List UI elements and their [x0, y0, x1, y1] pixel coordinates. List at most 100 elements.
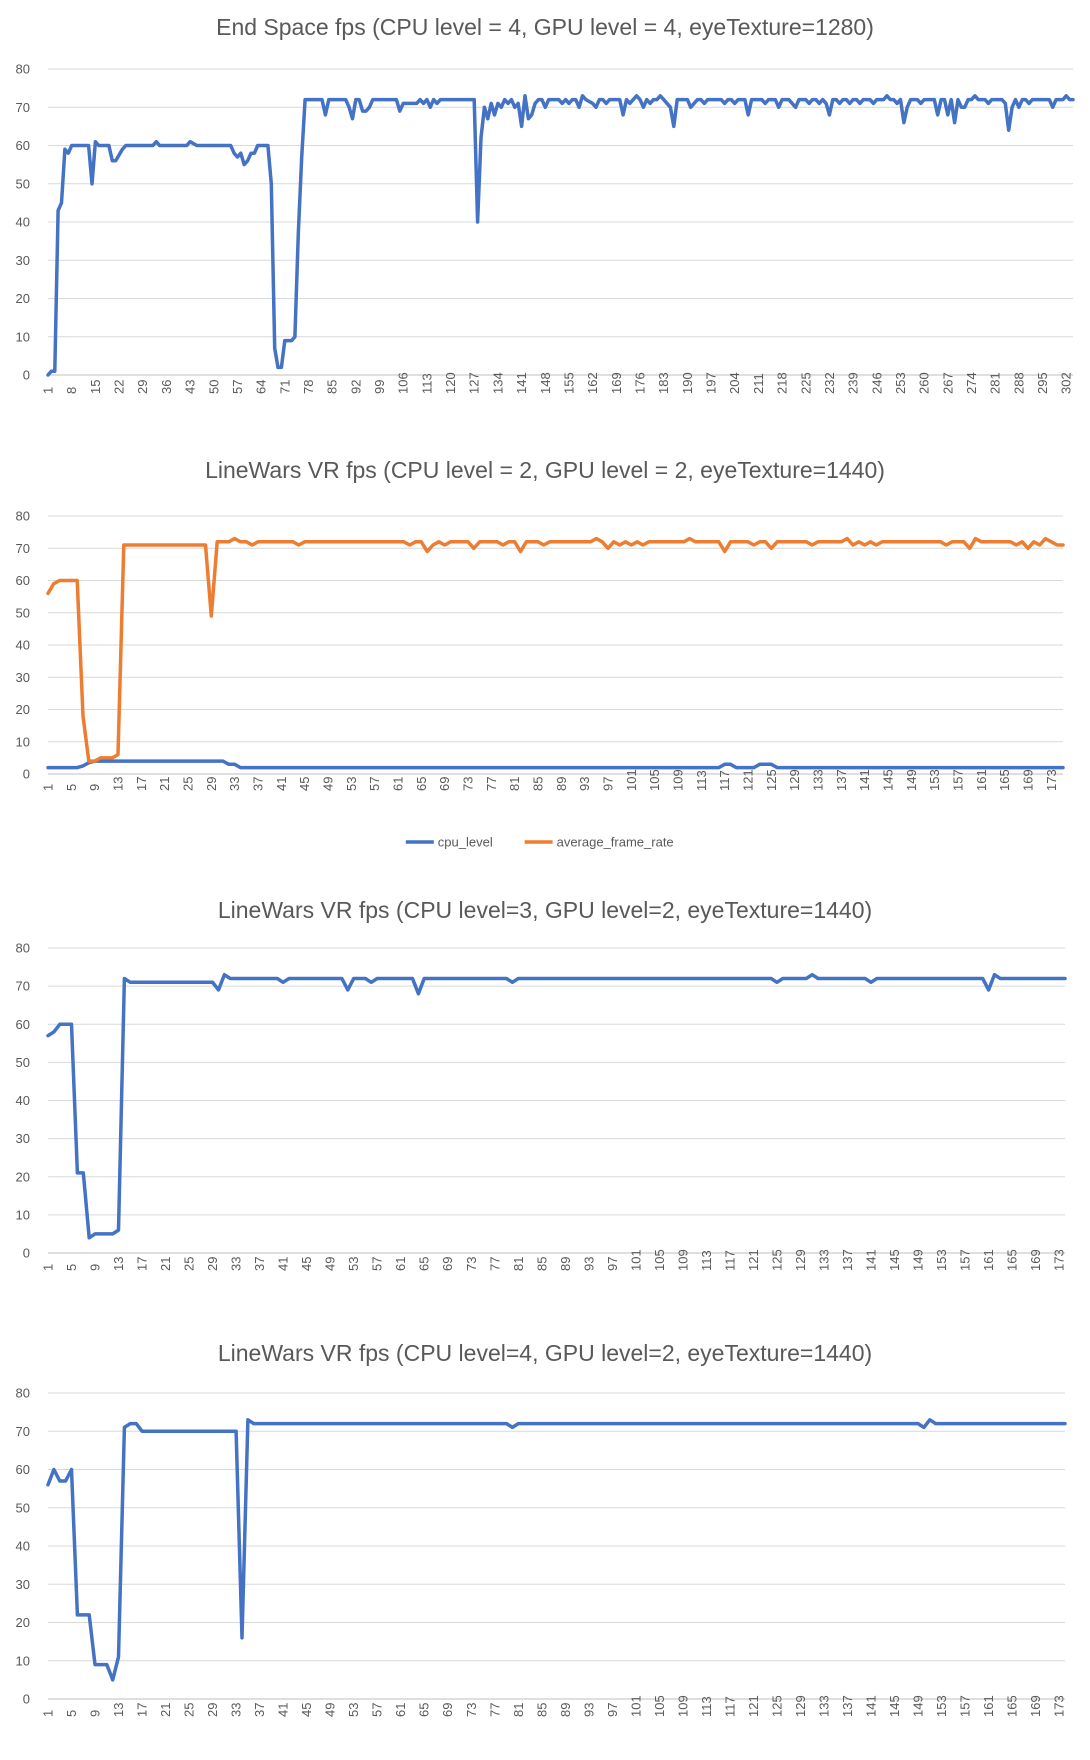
- x-tick-label: 120: [443, 372, 458, 394]
- y-tick-label: 60: [16, 1462, 30, 1477]
- x-tick-label: 173: [1052, 1249, 1067, 1271]
- x-tick-label: 37: [251, 777, 266, 791]
- x-tick-label: 99: [372, 380, 387, 394]
- x-tick-label: 113: [699, 1696, 714, 1717]
- x-tick-label: 183: [656, 372, 671, 394]
- x-tick-label: 218: [775, 372, 790, 394]
- x-tick-label: 1: [41, 1710, 56, 1717]
- chart-title: End Space fps (CPU level = 4, GPU level …: [216, 14, 874, 40]
- y-tick-label: 60: [16, 573, 30, 588]
- x-tick-label: 85: [534, 1703, 549, 1717]
- series-line: [46, 972, 1067, 1240]
- y-tick-label: 60: [16, 1017, 30, 1032]
- x-tick-label: 153: [927, 769, 942, 791]
- x-tick-label: 260: [917, 372, 932, 394]
- x-tick-label: 17: [135, 1703, 150, 1717]
- y-tick-label: 50: [16, 176, 30, 191]
- x-tick-label: 29: [205, 1703, 220, 1717]
- x-tick-label: 190: [680, 372, 695, 394]
- x-tick-label: 155: [561, 372, 576, 394]
- x-tick-label: 101: [624, 769, 639, 791]
- x-tick-label: 232: [822, 372, 837, 394]
- x-tick-label: 129: [793, 1249, 808, 1271]
- x-tick-label: 29: [205, 1257, 220, 1271]
- x-tick-label: 21: [157, 777, 172, 791]
- legend-label: cpu_level: [438, 835, 493, 850]
- x-tick-label: 145: [887, 1695, 902, 1717]
- x-tick-label: 253: [893, 372, 908, 394]
- x-tick-label: 45: [299, 1257, 314, 1271]
- line-chart-1: 0 10 20 30 40 50 60 70 80 1 8 15 22 29 36 43 50 57 64 71 78 8…: [16, 62, 1075, 394]
- x-tick-label: 45: [299, 1703, 314, 1717]
- y-tick-label: 50: [16, 1055, 30, 1070]
- x-tick-label: 29: [204, 777, 219, 791]
- x-tick-label: 165: [1005, 1249, 1020, 1271]
- x-tick-label: 29: [135, 380, 150, 394]
- x-tick-label: 109: [671, 769, 686, 791]
- y-tick-label: 30: [16, 1131, 30, 1146]
- x-tick-label: 197: [704, 372, 719, 394]
- x-tick-label: 105: [652, 1249, 667, 1271]
- x-tick-label: 302: [1059, 372, 1074, 394]
- x-tick-label: 5: [64, 1710, 79, 1717]
- x-tick-label: 157: [958, 1695, 973, 1717]
- x-tick-label: 157: [951, 769, 966, 791]
- y-tick-label: 70: [16, 1424, 30, 1439]
- x-tick-label: 176: [632, 372, 647, 394]
- x-tick-label: 9: [88, 1264, 103, 1271]
- y-tick-label: 20: [16, 1615, 30, 1630]
- x-tick-label: 101: [628, 1695, 643, 1717]
- line-chart-3: 0 10 20 30 40 50 60 70 80 1 5 9 13 17 21 25 29 33 37 41 45 49…: [16, 941, 1067, 1271]
- chart-panel-3: LineWars VR fps (CPU level=3, GPU level=…: [0, 885, 1090, 1315]
- x-tick-label: 129: [787, 769, 802, 791]
- x-tick-label: 153: [934, 1249, 949, 1271]
- x-tick-label: 239: [846, 372, 861, 394]
- x-tick-label: 53: [344, 777, 359, 791]
- x-tick-label: 274: [964, 372, 979, 394]
- x-tick-label: 81: [507, 777, 522, 791]
- x-tick-label: 129: [793, 1695, 808, 1717]
- x-tick-label: 117: [722, 1696, 737, 1717]
- x-tick-label: 109: [675, 1695, 690, 1717]
- x-tick-label: 65: [414, 777, 429, 791]
- x-tick-label: 149: [911, 1249, 926, 1271]
- x-tick-label: 57: [370, 1703, 385, 1717]
- x-tick-label: 288: [1011, 372, 1026, 394]
- y-tick-label: 40: [16, 638, 30, 653]
- y-tick-label: 0: [23, 368, 30, 383]
- x-tick-label: 133: [816, 1249, 831, 1271]
- x-tick-label: 73: [461, 777, 476, 791]
- x-tick-label: 141: [857, 769, 872, 791]
- x-tick-label: 77: [487, 1703, 502, 1717]
- x-tick-label: 295: [1035, 372, 1050, 394]
- x-tick-label: 49: [321, 777, 336, 791]
- y-tick-label: 60: [16, 138, 30, 153]
- x-tick-label: 71: [277, 380, 292, 394]
- x-tick-label: 106: [396, 372, 411, 394]
- y-tick-label: 50: [16, 1500, 30, 1515]
- x-tick-label: 97: [605, 1703, 620, 1717]
- x-tick-label: 246: [869, 372, 884, 394]
- x-tick-label: 113: [694, 770, 709, 791]
- x-tick-label: 125: [764, 769, 779, 791]
- x-tick-label: 157: [958, 1249, 973, 1271]
- x-tick-label: 57: [230, 380, 245, 394]
- x-tick-label: 141: [864, 1695, 879, 1717]
- x-tick-label: 93: [581, 1257, 596, 1271]
- x-tick-label: 169: [1021, 769, 1036, 791]
- x-tick-label: 85: [325, 380, 340, 394]
- x-tick-label: 169: [1028, 1249, 1043, 1271]
- chart-title: LineWars VR fps (CPU level=4, GPU level=…: [217, 1340, 873, 1366]
- x-tick-label: 17: [134, 777, 149, 791]
- x-tick-label: 127: [467, 372, 482, 394]
- series-line: [46, 94, 1075, 377]
- x-tick-label: 77: [487, 1257, 502, 1271]
- series-line-cpu-level: [46, 759, 1065, 770]
- x-tick-label: 165: [1005, 1695, 1020, 1717]
- x-tick-label: 133: [811, 769, 826, 791]
- x-tick-label: 105: [652, 1695, 667, 1717]
- x-tick-label: 22: [112, 380, 127, 394]
- x-tick-label: 61: [393, 1703, 408, 1717]
- x-tick-label: 41: [276, 1257, 291, 1271]
